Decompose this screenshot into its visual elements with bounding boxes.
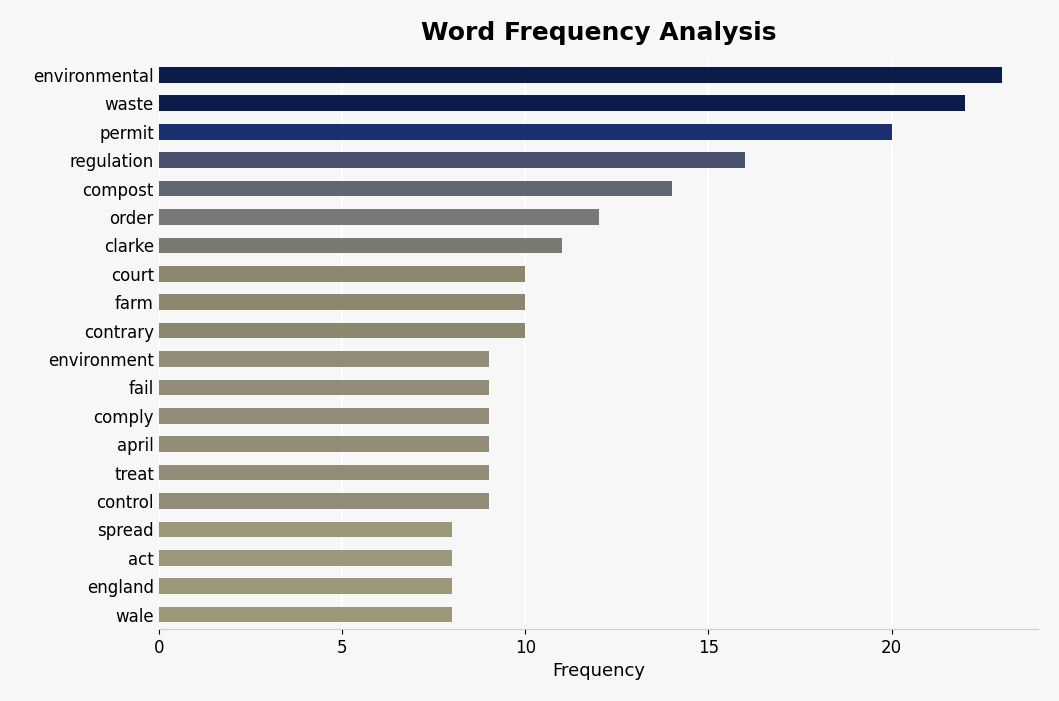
- Bar: [159, 322, 525, 339]
- Bar: [159, 95, 965, 111]
- Bar: [159, 465, 488, 480]
- Bar: [159, 607, 452, 622]
- X-axis label: Frequency: Frequency: [552, 662, 645, 680]
- Bar: [159, 494, 488, 509]
- Title: Word Frequency Analysis: Word Frequency Analysis: [420, 21, 776, 45]
- Bar: [159, 181, 671, 196]
- Bar: [159, 238, 562, 253]
- Bar: [159, 124, 892, 139]
- Bar: [159, 437, 488, 452]
- Bar: [159, 294, 525, 310]
- Bar: [159, 152, 746, 168]
- Bar: [159, 578, 452, 594]
- Bar: [159, 550, 452, 566]
- Bar: [159, 67, 1002, 83]
- Bar: [159, 351, 488, 367]
- Bar: [159, 209, 598, 225]
- Bar: [159, 266, 525, 282]
- Bar: [159, 522, 452, 537]
- Bar: [159, 408, 488, 423]
- Bar: [159, 379, 488, 395]
